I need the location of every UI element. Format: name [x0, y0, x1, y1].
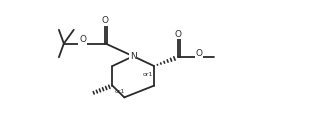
Text: O: O: [174, 30, 181, 39]
Text: O: O: [79, 35, 86, 44]
Text: N: N: [130, 52, 137, 61]
Text: or1: or1: [114, 89, 125, 94]
Text: or1: or1: [142, 72, 153, 77]
Text: O: O: [102, 16, 109, 25]
Text: O: O: [196, 49, 203, 58]
